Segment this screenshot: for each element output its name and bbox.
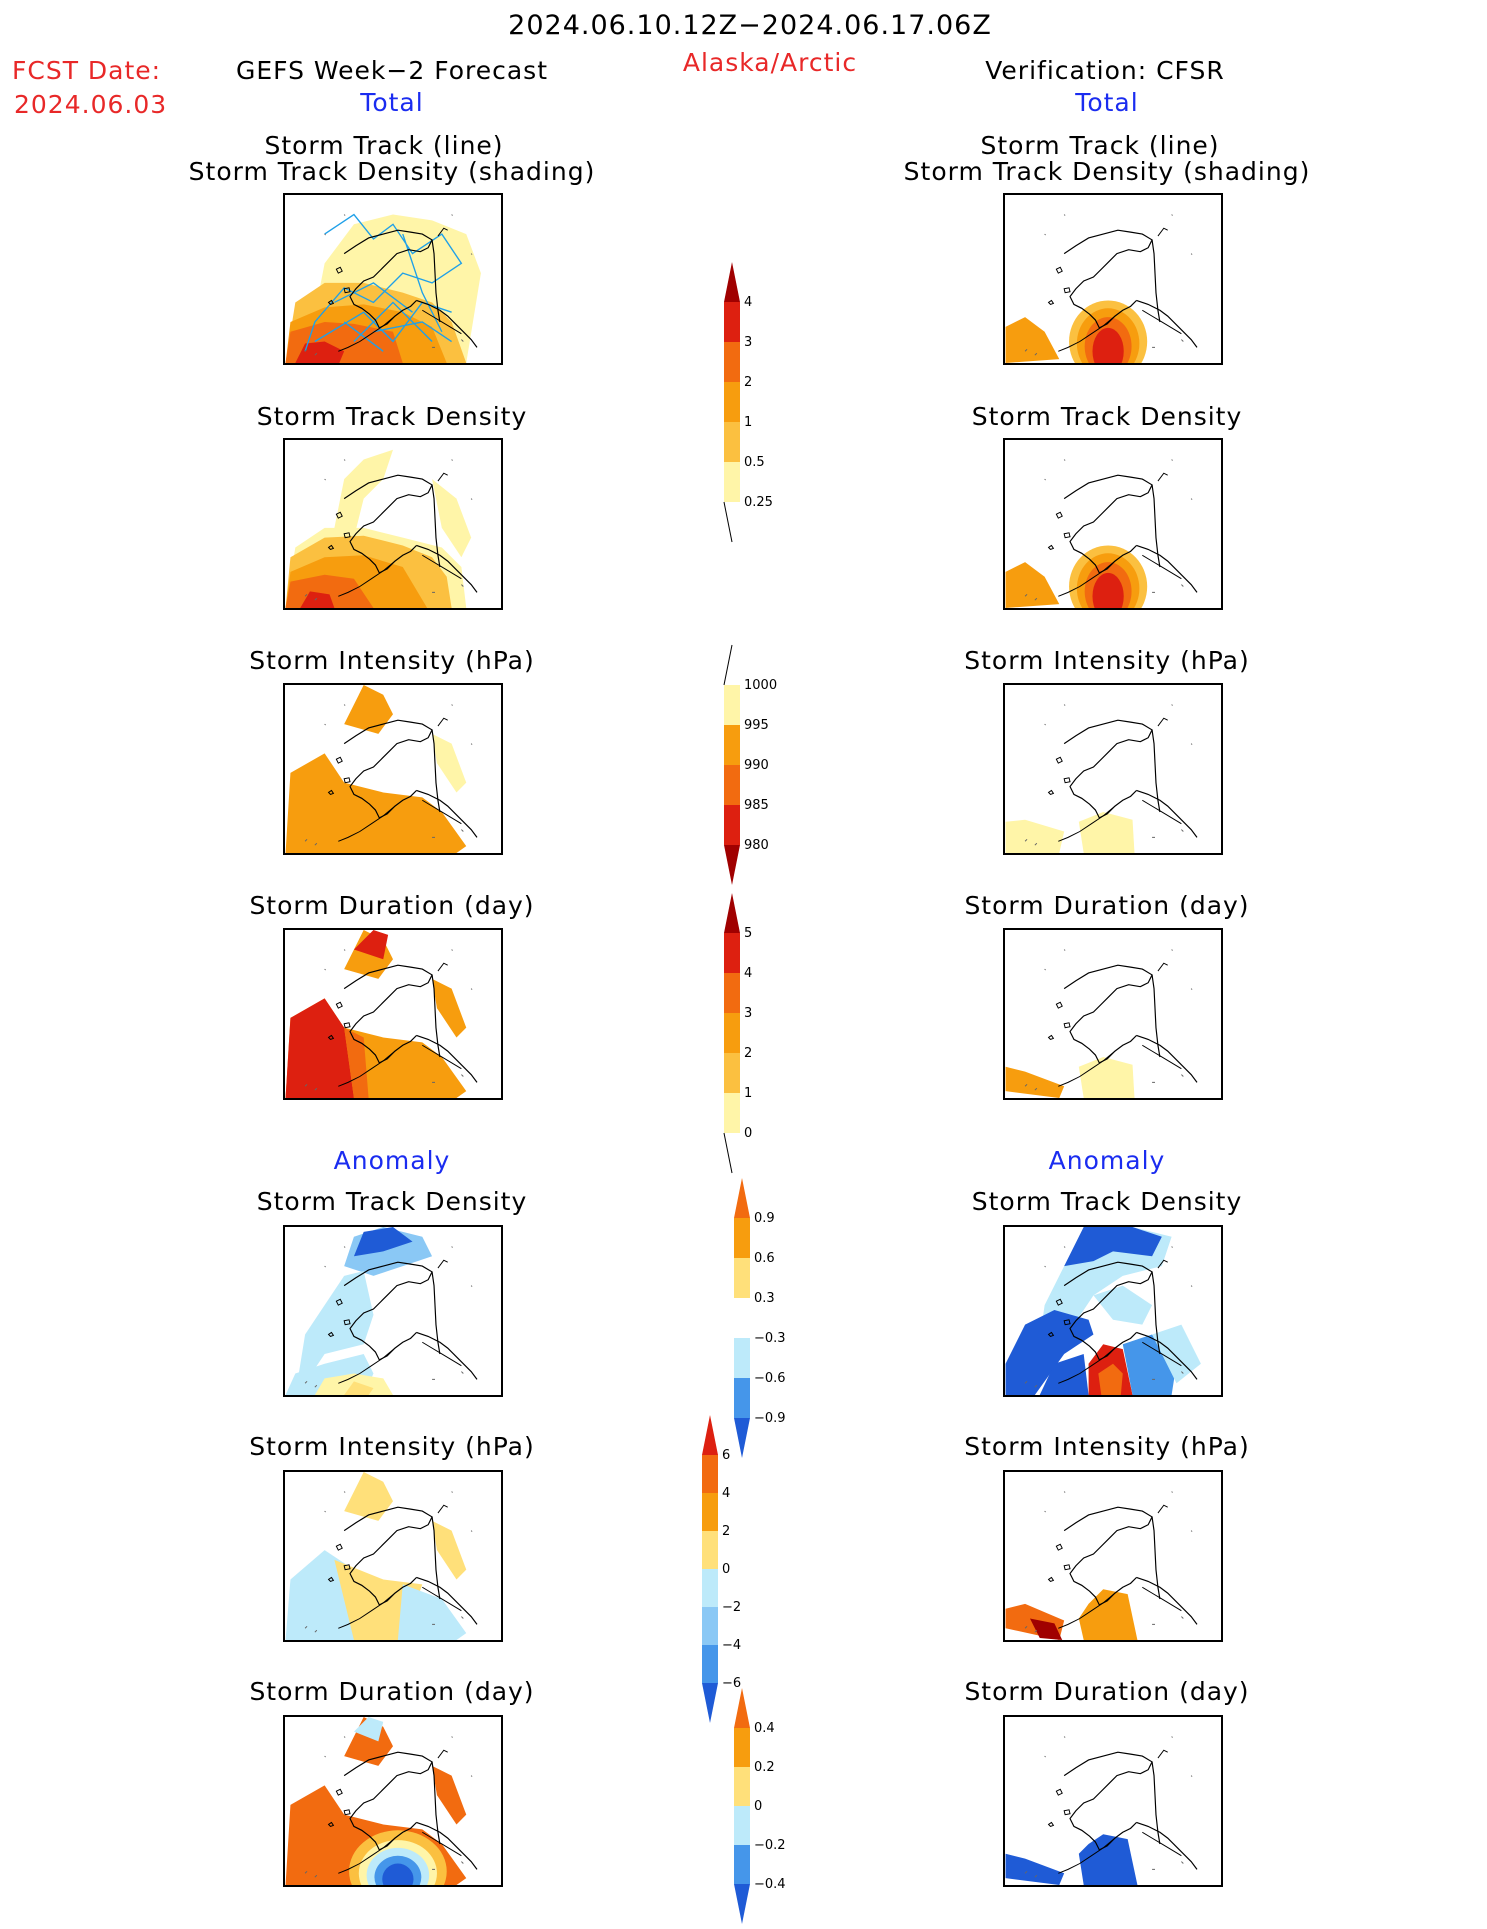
left-track-line-title: Storm Track (line): [264, 131, 504, 160]
colorbar-duration: 5 4 3 2 1 0: [722, 893, 792, 1187]
colorbar-tick: −2: [722, 1600, 741, 1615]
colorbar-tick: 5: [744, 926, 752, 941]
colorbar-tick: 2: [722, 1524, 730, 1539]
map-cfsr-density-anomaly: [1003, 1225, 1223, 1397]
colorbar-density: 4 3 2 1 0.5 0.25: [722, 262, 792, 556]
colorbar-tick: 4: [744, 966, 752, 981]
left-intensity-anom-title: Storm Intensity (hPa): [249, 1432, 535, 1461]
colorbar-tick: 995: [744, 718, 769, 733]
colorbar-duration-anomaly: 0.4 0.2 0 −0.2 −0.4: [732, 1688, 802, 1929]
right-duration-title: Storm Duration (day): [964, 891, 1250, 920]
map-gefs-intensity-anomaly: [283, 1470, 503, 1642]
left-duration-anom-title: Storm Duration (day): [249, 1677, 535, 1706]
left-density-title: Storm Track Density: [256, 402, 528, 431]
right-intensity-anom-title: Storm Intensity (hPa): [964, 1432, 1250, 1461]
map-gefs-density: [283, 438, 503, 610]
right-track-line-title: Storm Track (line): [980, 131, 1220, 160]
colorbar-tick: −0.4: [754, 1877, 786, 1892]
region-title: Alaska/Arctic: [682, 48, 858, 77]
map-gefs-intensity: [283, 683, 503, 855]
colorbar-tick: 1: [744, 415, 752, 430]
colorbar-tick: 3: [744, 1006, 752, 1021]
colorbar-tick: 2: [744, 375, 752, 390]
colorbar-tick: 6: [722, 1448, 730, 1463]
map-cfsr-density: [1003, 438, 1223, 610]
colorbar-tick: 0.2: [754, 1760, 775, 1775]
fcst-date-label: FCST Date:: [12, 56, 162, 85]
map-gefs-duration: [283, 928, 503, 1100]
left-track-shading-title: Storm Track Density (shading): [188, 157, 596, 186]
colorbar-tick: 2: [744, 1046, 752, 1061]
colorbar-tick: 0.6: [754, 1251, 775, 1266]
colorbar-tick: 4: [722, 1486, 730, 1501]
colorbar-intensity-anomaly: 6 4 2 0 −2 −4 −6: [700, 1415, 770, 1739]
date-range-title: 2024.06.10.12Z−2024.06.17.06Z: [508, 10, 992, 41]
colorbar-tick: 4: [744, 295, 752, 310]
colorbar-tick: 0: [722, 1562, 730, 1577]
colorbar-tick: −0.3: [754, 1331, 786, 1346]
total-left-heading: Total: [360, 88, 424, 117]
colorbar-density-anomaly: 0.9 0.6 0.3 −0.3 −0.6 −0.9: [732, 1178, 802, 1462]
map-cfsr-intensity: [1003, 683, 1223, 855]
colorbar-tick: 990: [744, 758, 769, 773]
colorbar-tick: −0.2: [754, 1838, 786, 1853]
colorbar-tick: 3: [744, 335, 752, 350]
map-cfsr-duration-anomaly: [1003, 1715, 1223, 1887]
map-cfsr-intensity-anomaly: [1003, 1470, 1223, 1642]
map-gefs-density-anomaly: [283, 1225, 503, 1397]
map-cfsr-track-line: [1003, 193, 1223, 365]
colorbar-tick: 0: [744, 1126, 752, 1141]
colorbar-intensity: 1000 995 990 985 980: [722, 644, 792, 889]
left-duration-title: Storm Duration (day): [249, 891, 535, 920]
left-intensity-title: Storm Intensity (hPa): [249, 646, 535, 675]
anomaly-right-heading: Anomaly: [1048, 1146, 1166, 1175]
map-cfsr-duration: [1003, 928, 1223, 1100]
fcst-date-value: 2024.06.03: [14, 90, 168, 119]
right-density-anom-title: Storm Track Density: [971, 1187, 1243, 1216]
colorbar-tick: 0.25: [744, 495, 773, 510]
colorbar-tick: 0: [754, 1799, 762, 1814]
left-column-title: GEFS Week−2 Forecast: [235, 56, 549, 85]
map-gefs-track-line: [283, 193, 503, 365]
colorbar-tick: 0.4: [754, 1721, 775, 1736]
right-duration-anom-title: Storm Duration (day): [964, 1677, 1250, 1706]
colorbar-tick: −0.9: [754, 1411, 786, 1426]
colorbar-tick: −0.6: [754, 1371, 786, 1386]
right-density-title: Storm Track Density: [971, 402, 1243, 431]
right-track-shading-title: Storm Track Density (shading): [903, 157, 1311, 186]
right-intensity-title: Storm Intensity (hPa): [964, 646, 1250, 675]
colorbar-tick: 0.3: [754, 1291, 775, 1306]
colorbar-tick: 1000: [744, 678, 777, 693]
map-gefs-duration-anomaly: [283, 1715, 503, 1887]
anomaly-left-heading: Anomaly: [333, 1146, 451, 1175]
total-right-heading: Total: [1075, 88, 1139, 117]
left-density-anom-title: Storm Track Density: [256, 1187, 528, 1216]
colorbar-tick: 0.9: [754, 1211, 775, 1226]
colorbar-tick: 1: [744, 1086, 752, 1101]
colorbar-tick: −6: [722, 1676, 741, 1691]
colorbar-tick: −4: [722, 1638, 741, 1653]
colorbar-tick: 0.5: [744, 455, 765, 470]
right-column-title: Verification: CFSR: [985, 56, 1225, 85]
colorbar-tick: 985: [744, 798, 769, 813]
colorbar-tick: 980: [744, 838, 769, 853]
